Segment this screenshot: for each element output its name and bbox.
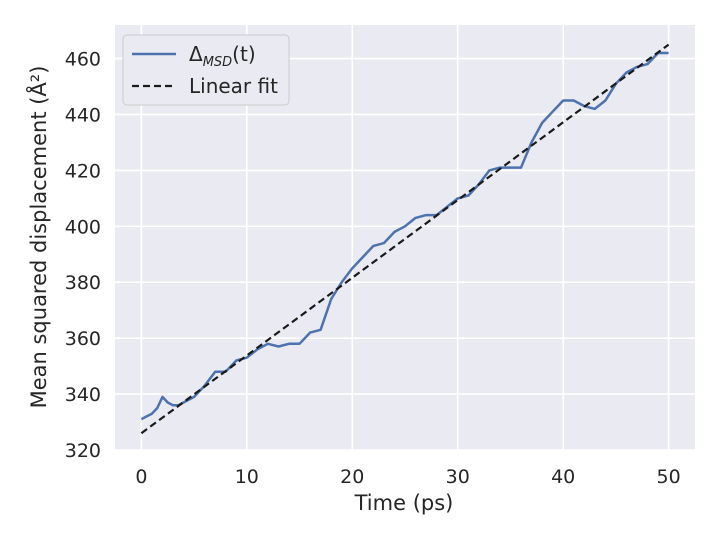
y-tick-label: 340 [65, 384, 101, 406]
x-tick-label: 50 [657, 466, 681, 488]
legend-label-msd: ΔMSD(t) [189, 42, 256, 70]
legend-box [122, 34, 290, 106]
y-tick-label: 320 [65, 440, 101, 462]
legend: ΔMSD(t) Linear fit [122, 34, 290, 106]
x-tick-label: 20 [340, 466, 364, 488]
linear-fit-line [140, 43, 670, 435]
y-axis-label: Mean squared displacement (Å²) [25, 66, 51, 409]
y-tick-label: 360 [65, 328, 101, 350]
y-tick-label: 400 [65, 216, 101, 238]
x-tick-label: 10 [235, 466, 259, 488]
series-group [140, 43, 670, 435]
x-tick-label: 0 [135, 466, 147, 488]
y-tick-labels: 320 340 360 380 400 420 440 460 [65, 49, 101, 462]
legend-subscript-msd: MSD [203, 55, 232, 70]
y-tick-label: 420 [65, 160, 101, 182]
y-tick-label: 440 [65, 104, 101, 126]
y-tick-label: 460 [65, 49, 101, 71]
legend-symbol-delta: Δ [189, 42, 203, 66]
legend-arg-t: (t) [232, 42, 255, 66]
x-tick-label: 40 [551, 466, 575, 488]
x-axis-label: Time (ps) [354, 491, 454, 515]
y-tick-label: 380 [65, 272, 101, 294]
x-tick-label: 30 [446, 466, 470, 488]
msd-series-line [140, 51, 669, 421]
x-tick-labels: 0 10 20 30 40 50 [135, 466, 680, 488]
legend-label-fit: Linear fit [189, 74, 278, 98]
